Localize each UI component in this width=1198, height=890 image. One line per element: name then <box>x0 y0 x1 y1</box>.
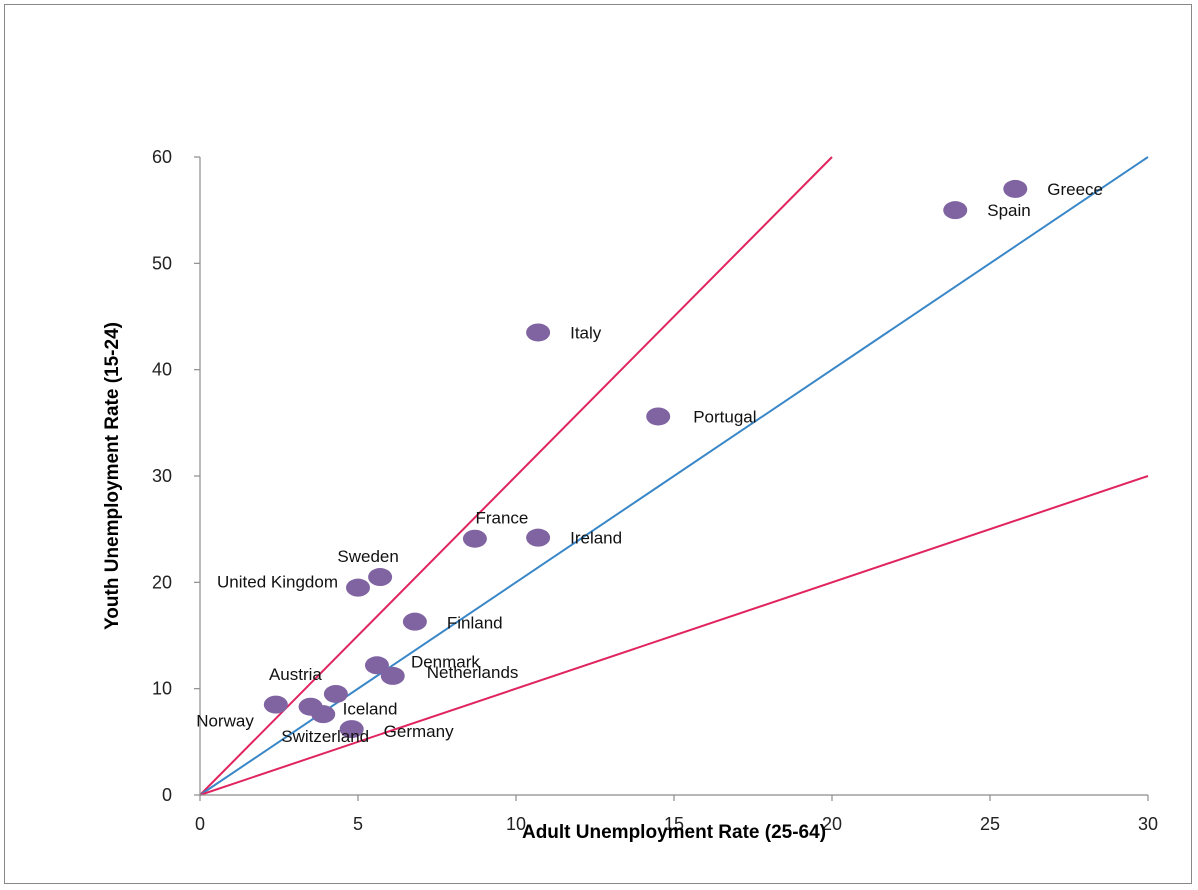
y-tick-label: 40 <box>152 360 172 380</box>
reference-line-2 <box>199 156 1149 796</box>
x-tick-label: 0 <box>195 814 205 834</box>
x-tick-label: 10 <box>506 814 526 834</box>
data-label: Ireland <box>570 529 622 548</box>
data-point <box>526 323 551 342</box>
x-tick-label: 15 <box>664 814 684 834</box>
data-label: Austria <box>269 665 322 684</box>
data-label: Italy <box>570 323 602 342</box>
data-point <box>364 656 389 675</box>
data-point <box>311 705 336 724</box>
x-tick-label: 25 <box>980 814 1000 834</box>
y-tick-label: 10 <box>152 679 172 699</box>
data-label: Portugal <box>693 407 756 426</box>
y-tick-label: 50 <box>152 253 172 273</box>
data-point <box>368 568 393 587</box>
data-label: Denmark <box>411 652 480 671</box>
chart-frame <box>4 4 1192 884</box>
data-point <box>263 695 288 714</box>
x-axis-title: Adult Unemployment Rate (25-64) <box>522 822 826 843</box>
data-point <box>646 407 671 426</box>
data-point <box>462 529 487 548</box>
y-tick-label: 30 <box>152 466 172 486</box>
data-point <box>1003 179 1028 198</box>
data-point <box>526 528 551 547</box>
point-labels: Greece Spain Italy Portugal France Ireland Swe… <box>196 180 1103 746</box>
data-label: Greece <box>1047 180 1103 199</box>
data-label: United Kingdom <box>217 573 338 592</box>
y-tick-label: 0 <box>162 785 172 805</box>
data-label: Norway <box>196 712 254 731</box>
data-label: Finland <box>447 614 503 633</box>
data-label: Netherlands <box>427 663 519 682</box>
data-label: Germany <box>384 722 454 741</box>
y-tick-label: 20 <box>152 572 172 592</box>
data-label: Switzerland <box>281 727 369 746</box>
reference-line-3 <box>199 475 1149 796</box>
data-point <box>346 578 370 597</box>
axes: 0 5 10 15 20 25 30 0 10 20 30 40 50 60 <box>152 147 1158 834</box>
data-label: France <box>475 509 528 528</box>
y-tick-label: 60 <box>152 147 172 167</box>
data-points <box>263 179 1028 739</box>
data-label: Sweden <box>337 547 398 566</box>
x-tick-label: 30 <box>1138 814 1158 834</box>
data-point <box>943 201 968 220</box>
x-tick-label: 20 <box>822 814 842 834</box>
reference-line-1 <box>199 156 833 796</box>
reference-lines <box>199 156 1149 796</box>
data-point <box>380 666 405 685</box>
data-point <box>323 684 348 703</box>
x-tick-label: 5 <box>353 814 363 834</box>
y-axis-title: Youth Unemployment Rate (15-24) <box>102 322 123 630</box>
data-point <box>339 720 364 739</box>
data-point <box>402 612 427 631</box>
data-label: Spain <box>987 201 1030 220</box>
data-label: Iceland <box>343 700 398 719</box>
